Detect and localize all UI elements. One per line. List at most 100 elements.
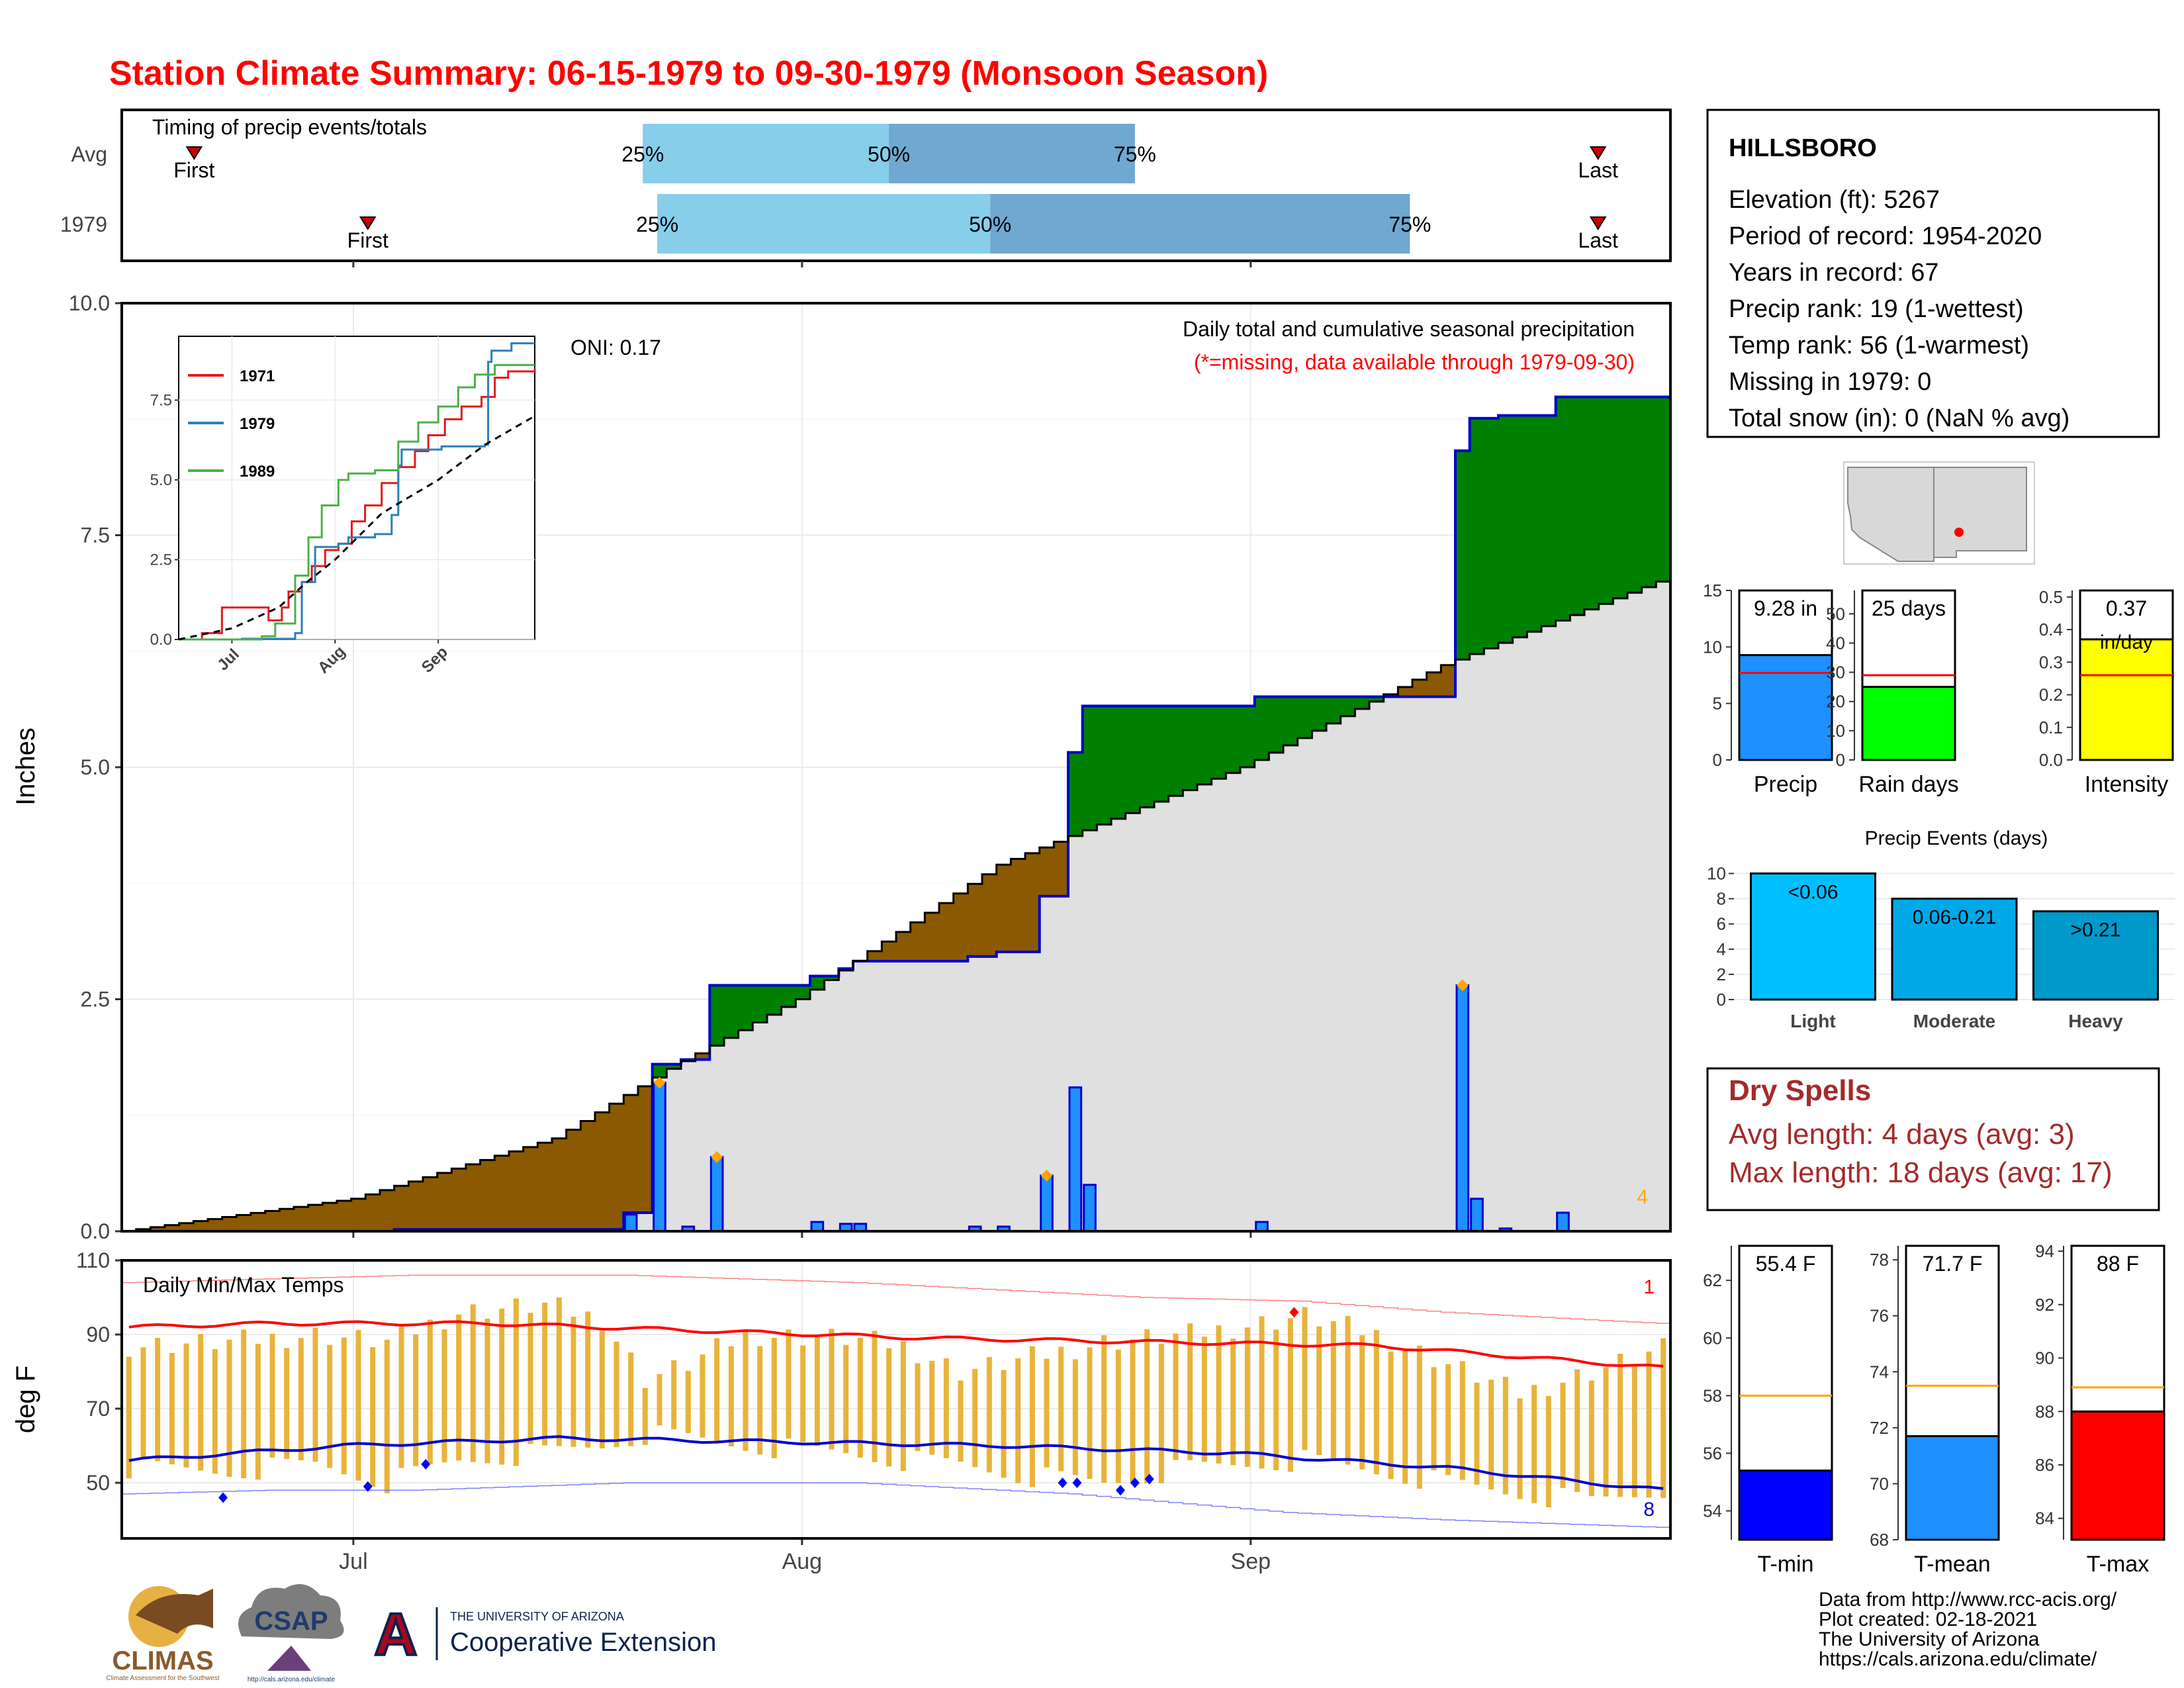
daily-temp-range-bar: [169, 1352, 175, 1465]
daily-temp-range-bar: [1230, 1338, 1236, 1466]
surplus-area: [781, 985, 796, 1008]
precip-y-tick-label: 10: [1703, 637, 1722, 657]
events-category-label: Heavy: [2068, 1011, 2123, 1031]
precip-y-tick-label: 15: [1703, 581, 1722, 600]
daily-temp-range-bar: [1345, 1316, 1351, 1465]
events-category-label: Moderate: [1913, 1011, 1995, 1031]
deficit-area: [394, 1186, 409, 1230]
daily-temp-range-bar: [542, 1302, 548, 1446]
daily-temp-range-bar: [1617, 1354, 1623, 1497]
daily-temp-range-bar: [1603, 1367, 1609, 1497]
precip-panel-frame: [120, 302, 1672, 1233]
daily-temp-range-bar: [1502, 1376, 1508, 1495]
surplus-area: [1297, 696, 1312, 738]
station-info-frame: [1706, 109, 2160, 438]
events-y-tick-label: 8: [1717, 889, 1726, 909]
tmean-value-bar: [1905, 1435, 2000, 1541]
first-marker-icon: [359, 216, 377, 230]
deficit-area: [1025, 853, 1040, 952]
deficit-area: [982, 874, 997, 957]
daily-temp-range-bar: [1416, 1345, 1422, 1489]
temp-title: Daily Min/Max Temps: [143, 1273, 343, 1297]
tmax-y-tick-label: 84: [2035, 1509, 2054, 1528]
surplus-area: [1154, 706, 1169, 802]
surplus-area: [1326, 696, 1342, 724]
tmax-y-tick-label: 88: [2035, 1401, 2054, 1421]
timing-panel: Timing of precip events/totals Avg 25% 50%…: [60, 109, 1672, 267]
rain-days-y-tick-label: 10: [1826, 721, 1845, 741]
surplus-area: [1312, 696, 1327, 731]
daily-precip-bar: [1470, 1197, 1484, 1233]
tmean-y-tick-label: 76: [1870, 1306, 1889, 1326]
daily-temp-range-bar: [370, 1347, 376, 1487]
tmax-axis-label: T-max: [2087, 1552, 2149, 1577]
tmin-y-tick-label: 60: [1703, 1328, 1722, 1348]
tmax-y-tick-label: 94: [2035, 1241, 2054, 1261]
daily-temp-range-bar: [1431, 1367, 1437, 1470]
deficit-area: [1426, 672, 1441, 697]
precip-corner-count: 4: [1637, 1186, 1648, 1208]
daily-temp-range-bar: [972, 1368, 978, 1468]
deficit-area: [537, 1143, 553, 1230]
daily-temp-range-bar: [614, 1341, 619, 1448]
surplus-area: [1125, 706, 1140, 814]
daily-temp-range-bar: [327, 1344, 333, 1468]
deficit-area: [509, 1151, 524, 1230]
temp-x-tick-label: Jul: [339, 1549, 367, 1574]
intensity-y-tick-label: 0.4: [2039, 620, 2063, 639]
deficit-area: [996, 865, 1011, 952]
station-info: HILLSBORO Elevation (ft): 5267 Period of …: [1706, 109, 2160, 438]
daily-temp-range-bar: [1330, 1321, 1336, 1460]
daily-temp-range-bar: [1201, 1336, 1207, 1462]
daily-temp-range-bar: [355, 1330, 361, 1481]
daily-temp-range-bar: [183, 1343, 189, 1468]
daily-temp-range-bar: [1287, 1318, 1293, 1472]
deficit-area: [408, 1181, 424, 1230]
precip-y-tick-label: 2.5: [81, 988, 110, 1011]
surplus-area: [652, 1064, 667, 1078]
deficit-area: [308, 1205, 323, 1231]
ua-cooperative-extension-logo: A THE UNIVERSITY OF ARIZONA Cooperative …: [364, 1601, 716, 1669]
station-lines: Elevation (ft): 5267 Period of record: 19…: [1729, 186, 2070, 432]
daily-temp-range-bar: [814, 1337, 820, 1446]
surplus-area: [1369, 696, 1385, 702]
surplus-area: [1484, 418, 1499, 649]
daily-temp-range-bar: [1560, 1382, 1566, 1488]
daily-temp-range-bar: [269, 1333, 275, 1458]
observed-cumulative-line: [122, 395, 1670, 1233]
rain-days-y-tick-label: 50: [1826, 604, 1845, 624]
rain-days-y-tick-label: 40: [1826, 633, 1845, 653]
surplus-area: [1197, 706, 1212, 784]
daily-temp-range-bar: [700, 1354, 705, 1438]
tmin-axis-label: T-min: [1758, 1552, 1814, 1577]
temp-panel: 50 70 90 110 Jul Aug Sep Daily Min/Max Temps 1…: [11, 1248, 1672, 1574]
deficit-area: [1398, 686, 1413, 697]
daily-temp-range-bar: [843, 1344, 849, 1454]
events-panel: Precip Events (days) 0 2 4 6 8 10 <0.06 Light 0.…: [1707, 827, 2175, 1031]
daily-temp-range-bar: [929, 1360, 935, 1455]
surplus-area: [1211, 706, 1226, 779]
deficit-area: [236, 1215, 251, 1231]
tmin-y-tick-label: 54: [1703, 1501, 1722, 1521]
timing-p25-label: 25%: [621, 142, 664, 166]
events-bar-label: <0.06: [1788, 882, 1839, 904]
record-high-marker: [1289, 1307, 1299, 1318]
daily-temp-range-bar: [241, 1329, 247, 1479]
inset-legend-label: 1971: [240, 367, 275, 385]
summary-temp-bars: 54 56 58 60 62 55.4 F T-min 68 70 72 74 76 78 71.7 F T…: [1703, 1241, 2165, 1577]
first-marker-icon: [185, 146, 203, 160]
daily-temp-range-bar: [1187, 1323, 1193, 1460]
surplus-area: [1168, 706, 1183, 796]
daily-temp-range-bar: [958, 1380, 964, 1462]
rain-days-axis-label: Rain days: [1858, 772, 1958, 797]
deficit-area: [279, 1209, 295, 1231]
intensity-y-tick-label: 0.3: [2039, 652, 2063, 672]
daily-precip-bar: [1455, 984, 1470, 1233]
station-info-line: Precip rank: 19 (1-wettest): [1729, 295, 2024, 323]
surplus-area: [1111, 706, 1126, 819]
station-info-line: Elevation (ft): 5267: [1729, 186, 1940, 214]
daily-temp-range-bar: [1373, 1330, 1379, 1475]
deficit-area: [165, 1225, 180, 1231]
deficit-area: [294, 1207, 309, 1231]
surplus-area: [1455, 450, 1471, 660]
